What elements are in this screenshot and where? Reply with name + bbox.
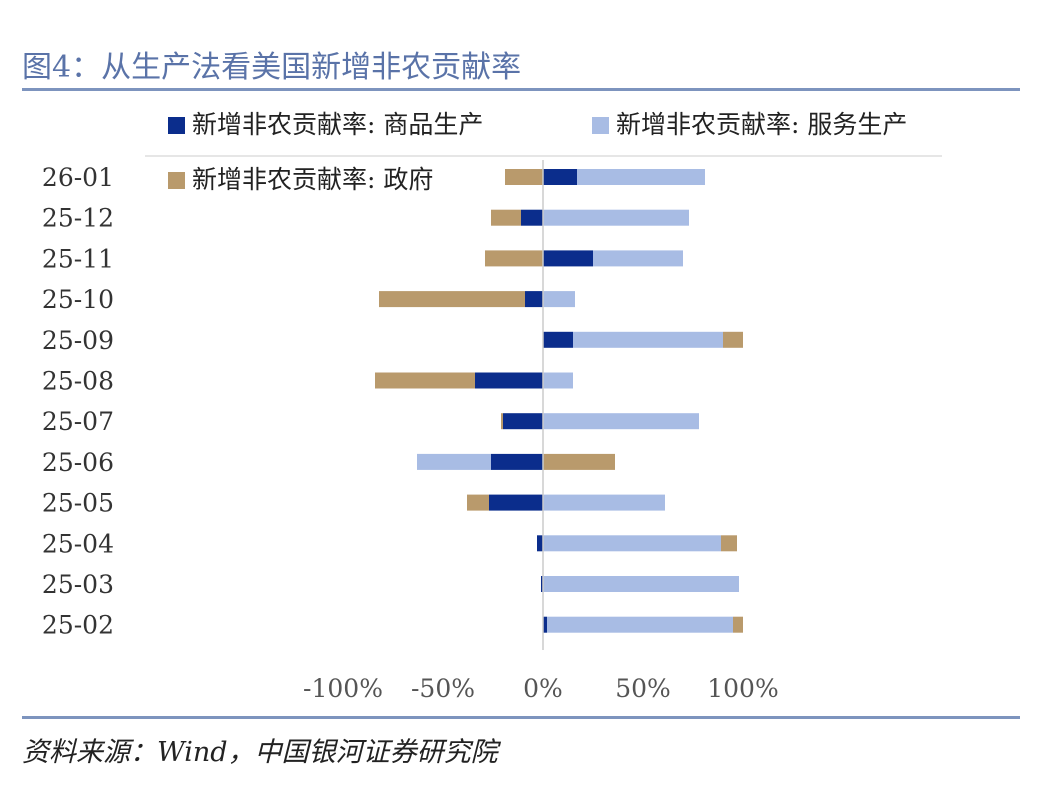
bar-25-09-series-1: [543, 331, 573, 348]
category-label: 25-05: [42, 489, 114, 518]
bar-25-05-series-2: [543, 494, 665, 511]
bar-25-09-series-3: [723, 331, 743, 348]
source-note: 资料来源：Wind，中国银河证券研究院: [22, 737, 498, 768]
x-tick-label: -50%: [411, 674, 475, 703]
x-tick-label: 100%: [707, 674, 778, 703]
bar-25-08-series-2: [543, 372, 573, 389]
bar-layer: [375, 169, 743, 633]
category-label: 25-06: [42, 448, 114, 477]
bar-25-12-series-2: [543, 209, 689, 226]
bar-25-02-series-3: [733, 616, 743, 633]
legend-label-1: 新增非农贡献率: 商品生产: [192, 110, 483, 139]
bar-25-12-series-1: [521, 209, 543, 226]
bar-25-11-series-1: [543, 250, 593, 267]
category-label: 26-01: [42, 163, 114, 192]
legend-label-3: 新增非农贡献率: 政府: [192, 165, 433, 194]
bar-25-07-series-1: [503, 413, 543, 430]
bar-25-12-series-3: [491, 209, 521, 226]
title-rule: [22, 88, 1020, 91]
bar-25-06-series-1: [491, 453, 543, 470]
bar-25-10-series-2: [543, 291, 575, 308]
legend-swatch-3: [168, 172, 185, 189]
bar-25-11-series-2: [593, 250, 683, 267]
x-tick-label: 0%: [523, 674, 563, 703]
bar-26-01-series-3: [505, 169, 543, 185]
bar-25-08-series-3: [375, 372, 475, 389]
category-label: 25-08: [42, 367, 114, 396]
source-rule: [22, 716, 1020, 719]
bar-25-07-series-2: [543, 413, 699, 430]
bar-25-07-series-3: [501, 413, 503, 430]
bar-25-02-series-1: [543, 616, 547, 633]
bar-25-10-series-1: [525, 291, 543, 308]
bar-25-09-series-2: [573, 331, 723, 348]
category-label: 25-11: [42, 244, 114, 273]
category-label: 25-10: [42, 285, 114, 314]
legend-swatch-2: [592, 117, 609, 134]
bar-25-04-series-3: [721, 535, 737, 552]
bar-25-05-series-1: [489, 494, 543, 511]
x-tick-label: -100%: [303, 674, 383, 703]
bar-25-11-series-3: [485, 250, 543, 267]
bar-25-04-series-2: [543, 535, 721, 552]
bar-25-10-series-3: [379, 291, 525, 308]
x-tick-label: 50%: [615, 674, 671, 703]
bar-25-05-series-3: [467, 494, 489, 511]
bar-26-01-series-2: [577, 169, 705, 185]
legend-label-2: 新增非农贡献率: 服务生产: [616, 110, 907, 139]
category-label: 25-03: [42, 570, 114, 599]
bar-25-03-series-1: [541, 576, 543, 592]
bar-26-01-series-1: [543, 169, 577, 185]
legend-swatch-1: [168, 117, 185, 134]
bar-25-08-series-1: [475, 372, 543, 389]
bar-25-02-series-2: [547, 616, 733, 633]
bar-25-06-series-2: [417, 453, 491, 470]
chart-title: 图4：从生产法看美国新增非农贡献率: [22, 50, 522, 85]
category-label: 25-04: [42, 529, 114, 558]
category-label: 25-12: [42, 204, 114, 233]
category-label: 25-09: [42, 326, 114, 355]
value-axis: -100% -50% 0% 50% 100%: [303, 674, 779, 703]
category-axis: 26-01 25-12 25-11 25-10 25-09 25-08 25-07 25-06…: [42, 163, 114, 640]
bar-25-06-series-3: [543, 453, 615, 470]
category-label: 25-02: [42, 611, 114, 640]
category-label: 25-07: [42, 407, 114, 436]
bar-25-03-series-2: [543, 576, 739, 592]
bar-25-04-series-1: [537, 535, 543, 552]
